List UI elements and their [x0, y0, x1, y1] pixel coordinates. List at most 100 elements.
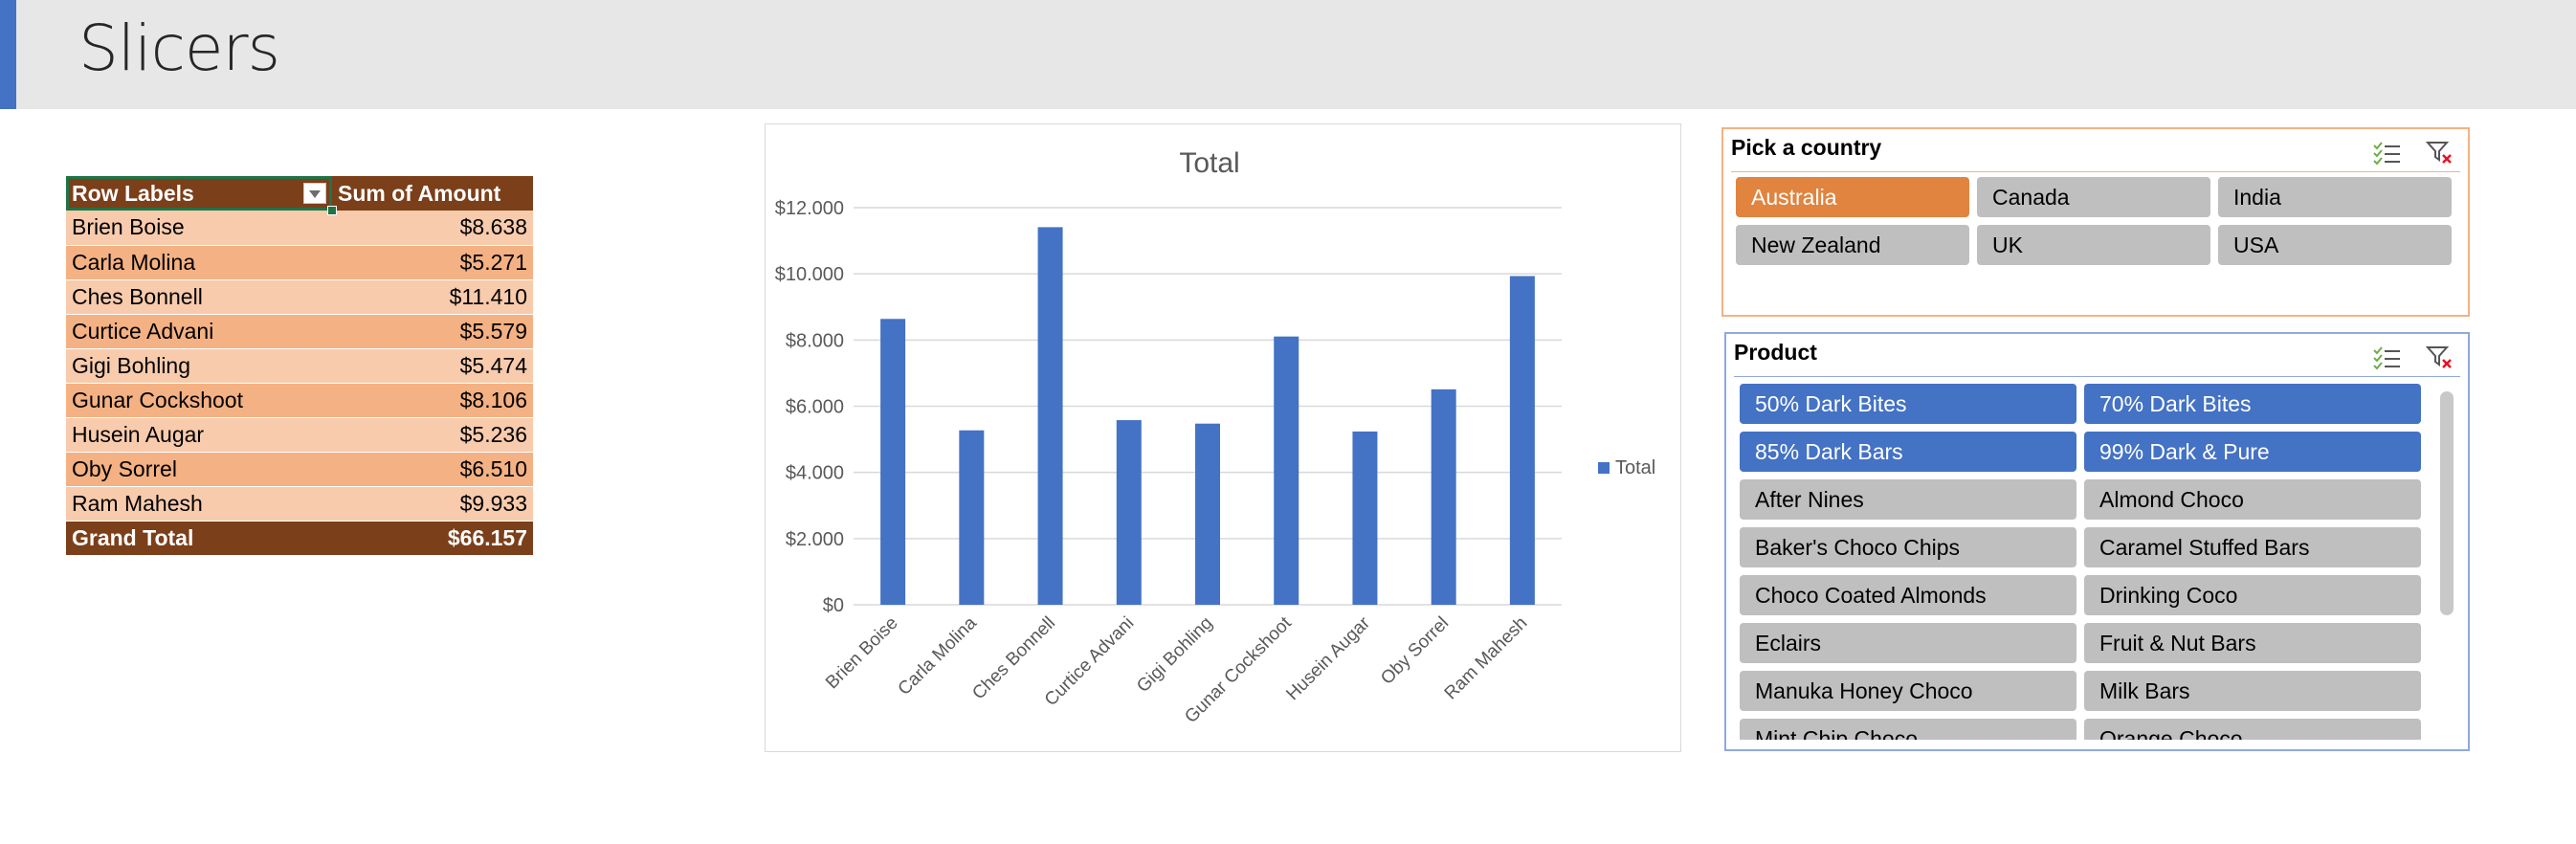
pivot-row[interactable]: Ram Mahesh $9.933 [66, 486, 533, 522]
product-slicer-item[interactable]: 50% Dark Bites [1740, 384, 2076, 424]
product-slicer-title: Product [1734, 340, 1817, 365]
product-slicer-item[interactable]: Caramel Stuffed Bars [2084, 527, 2421, 567]
y-tick-label: $0 [823, 595, 844, 616]
header-accent-bar [0, 0, 16, 109]
legend-label: Total [1615, 457, 1655, 478]
country-slicer-item[interactable]: New Zealand [1736, 225, 1969, 265]
chart-bar [1431, 389, 1456, 605]
product-slicer-item[interactable]: Mint Chip Choco [1740, 719, 2076, 740]
header-band: Slicers [0, 0, 2576, 109]
pivot-grand-total-amount[interactable]: $66.157 [332, 521, 533, 555]
chart-bar [880, 319, 906, 605]
pivot-row-amount[interactable]: $11.410 [332, 279, 533, 315]
product-slicer-item[interactable]: Choco Coated Almonds [1740, 575, 2076, 615]
pivot-row-amount[interactable]: $8.106 [332, 383, 533, 418]
pivot-row[interactable]: Carla Molina $5.271 [66, 245, 533, 280]
pivot-row-label[interactable]: Oby Sorrel [66, 452, 332, 487]
pivot-row-amount[interactable]: $5.474 [332, 348, 533, 384]
pivot-row-label[interactable]: Gunar Cockshoot [66, 383, 332, 418]
pivot-row-amount[interactable]: $6.510 [332, 452, 533, 487]
pivot-row[interactable]: Oby Sorrel $6.510 [66, 452, 533, 487]
filter-dropdown-icon[interactable] [303, 183, 326, 204]
product-slicer-item[interactable]: Almond Choco [2084, 479, 2421, 520]
pivot-grand-total-row[interactable]: Grand Total $66.157 [66, 521, 533, 555]
y-tick-label: $4.000 [786, 463, 844, 484]
pivot-row-amount[interactable]: $5.271 [332, 245, 533, 280]
cell-selection-handle[interactable] [327, 206, 337, 215]
product-slicer-divider [1734, 376, 2460, 377]
product-slicer-item[interactable]: Orange Choco [2084, 719, 2421, 740]
country-slicer-divider [1731, 171, 2460, 172]
chart-bar [1352, 431, 1378, 605]
country-slicer-item[interactable]: India [2218, 177, 2452, 217]
pivot-row-amount[interactable]: $9.933 [332, 486, 533, 522]
country-slicer-item[interactable]: USA [2218, 225, 2452, 265]
country-slicer-item[interactable]: Australia [1736, 177, 1969, 217]
product-slicer-item[interactable]: After Nines [1740, 479, 2076, 520]
product-slicer-item[interactable]: 70% Dark Bites [2084, 384, 2421, 424]
pivot-row-amount[interactable]: $5.579 [332, 314, 533, 349]
product-slicer-item[interactable]: 85% Dark Bars [1740, 432, 2076, 472]
pivot-row[interactable]: Brien Boise $8.638 [66, 211, 533, 246]
pivot-row[interactable]: Gunar Cockshoot $8.106 [66, 383, 533, 418]
product-slicer-item[interactable]: Drinking Coco [2084, 575, 2421, 615]
pivot-row[interactable]: Curtice Advani $5.579 [66, 314, 533, 349]
country-slicer-title: Pick a country [1731, 135, 1882, 160]
bar-chart[interactable]: Total $0 $2.000 $4.000 $6.000 $8.000 $10.000 $1… [765, 123, 1681, 752]
page-title: Slicers [78, 11, 280, 85]
x-tick-label: Ram Mahesh [1441, 613, 1532, 704]
pivot-row-label[interactable]: Husein Augar [66, 417, 332, 453]
product-slicer-item[interactable]: 99% Dark & Pure [2084, 432, 2421, 472]
product-slicer-item[interactable]: Baker's Choco Chips [1740, 527, 2076, 567]
country-slicer-item[interactable]: Canada [1977, 177, 2210, 217]
product-slicer-item[interactable]: Fruit & Nut Bars [2084, 623, 2421, 663]
pivot-header-sum-of-amount[interactable]: Sum of Amount [332, 176, 533, 211]
pivot-row-label[interactable]: Curtice Advani [66, 314, 332, 349]
y-tick-label: $10.000 [775, 264, 844, 285]
scrollbar-thumb[interactable] [2440, 391, 2454, 615]
clear-filter-icon[interactable] [2426, 141, 2454, 166]
pivot-header-row-labels[interactable]: Row Labels [66, 176, 337, 215]
pivot-row-label[interactable]: Gigi Bohling [66, 348, 332, 384]
pivot-row-label[interactable]: Ches Bonnell [66, 279, 332, 315]
product-slicer-item[interactable]: Milk Bars [2084, 671, 2421, 711]
product-slicer[interactable]: Product 50% Dark Bites 70% Dark Bites 85% … [1724, 332, 2470, 751]
pivot-row[interactable]: Husein Augar $5.236 [66, 417, 533, 453]
x-tick-label: Gigi Bohling [1133, 613, 1216, 697]
country-slicer[interactable]: Pick a country Australia Canada India New Z… [1721, 127, 2470, 317]
pivot-row[interactable]: Ches Bonnell $11.410 [66, 279, 533, 315]
chart-bar [1509, 276, 1535, 605]
y-tick-label: $12.000 [775, 198, 844, 219]
legend-swatch [1598, 462, 1610, 474]
y-tick-label: $2.000 [786, 529, 844, 550]
x-tick-label: Husein Augar [1282, 612, 1374, 704]
x-tick-label: Carla Molina [895, 612, 982, 700]
pivot-grand-total-label[interactable]: Grand Total [66, 521, 332, 555]
pivot-row[interactable]: Gigi Bohling $5.474 [66, 348, 533, 384]
x-tick-label: Oby Sorrel [1377, 613, 1453, 689]
product-slicer-item[interactable]: Manuka Honey Choco [1740, 671, 2076, 711]
pivot-header-row-labels-text: Row Labels [72, 180, 194, 206]
pivot-row-label[interactable]: Carla Molina [66, 245, 332, 280]
chart-bar [1195, 423, 1220, 605]
multi-select-icon[interactable] [2372, 345, 2401, 370]
clear-filter-icon[interactable] [2426, 345, 2454, 370]
chart-bar [1116, 420, 1142, 605]
pivot-row-label[interactable]: Brien Boise [66, 211, 332, 246]
chart-title: Total [1179, 147, 1239, 179]
chart-bar [1037, 227, 1063, 605]
x-tick-label: Brien Boise [822, 613, 902, 694]
chart-bar [959, 430, 985, 605]
y-tick-label: $8.000 [786, 330, 844, 351]
product-slicer-scrollbar[interactable] [2439, 388, 2454, 738]
y-tick-label: $6.000 [786, 397, 844, 418]
pivot-row-label[interactable]: Ram Mahesh [66, 486, 332, 522]
chart-bar [1274, 336, 1299, 605]
pivot-row-amount[interactable]: $8.638 [332, 211, 533, 246]
product-slicer-item[interactable]: Eclairs [1740, 623, 2076, 663]
chart-svg: Total $0 $2.000 $4.000 $6.000 $8.000 $10.000 $1… [775, 147, 1656, 727]
multi-select-icon[interactable] [2372, 141, 2401, 166]
pivot-table: Row Labels Sum of Amount Brien Boise $8.6… [66, 176, 533, 555]
country-slicer-item[interactable]: UK [1977, 225, 2210, 265]
pivot-row-amount[interactable]: $5.236 [332, 417, 533, 453]
